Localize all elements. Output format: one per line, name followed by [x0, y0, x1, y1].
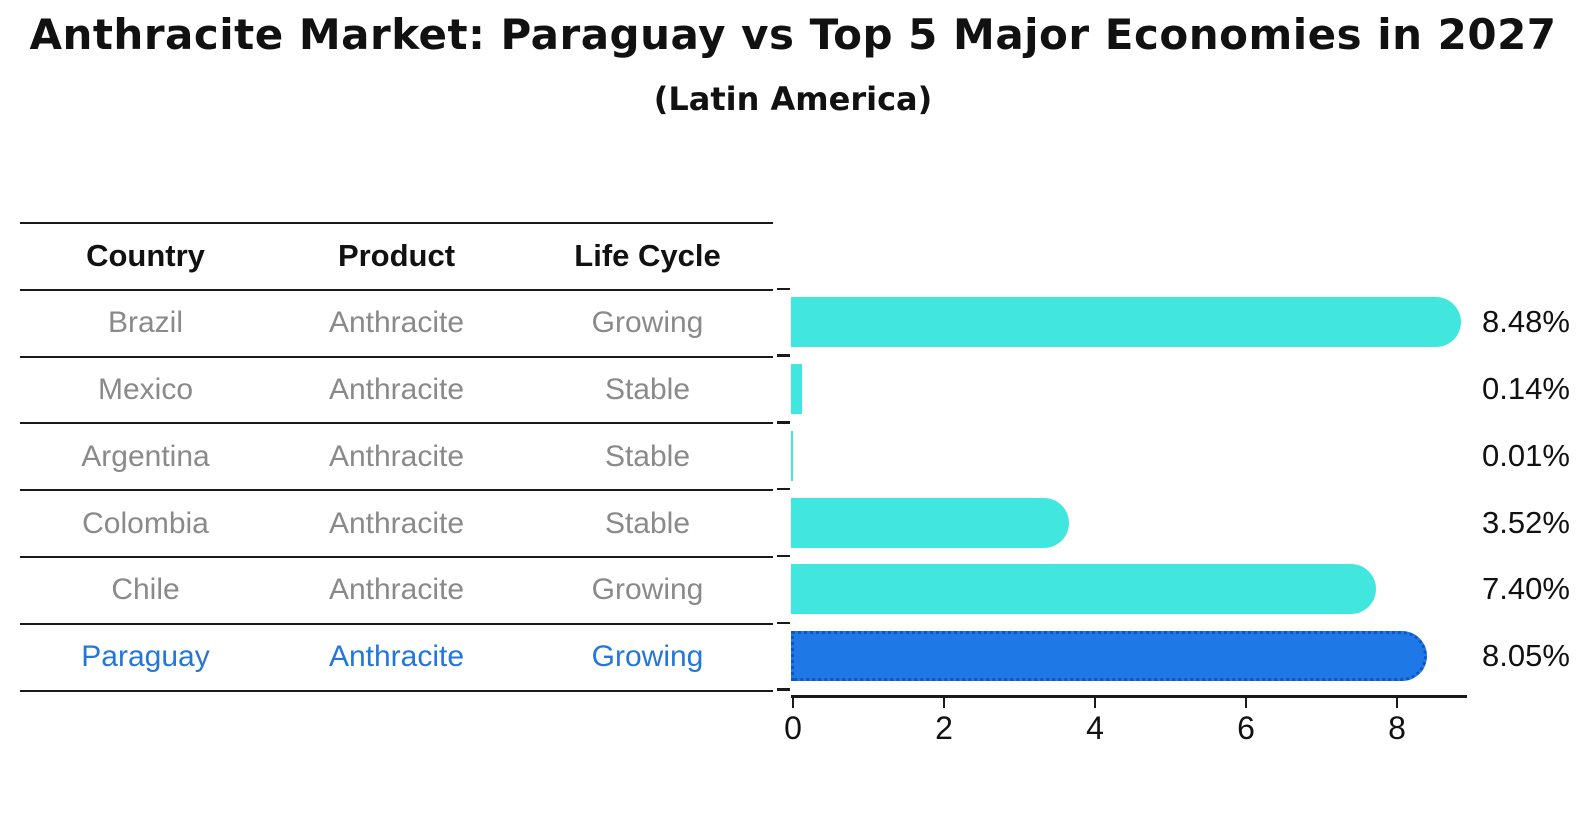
table-row-mexico: Mexico Anthracite Stable [20, 355, 773, 423]
info-table: Country Product Life Cycle Brazil Anthrac… [20, 222, 773, 692]
bar-chile [791, 564, 1376, 615]
table-cell-country: Colombia [82, 506, 209, 540]
bar-value-label-argentina: 0.01% [1482, 437, 1570, 473]
chart-title: Anthracite Market: Paraguay vs Top 5 Maj… [29, 10, 1557, 59]
bar-paraguay [791, 631, 1427, 682]
x-axis-tick-label: 2 [935, 710, 953, 746]
x-axis-tick-label: 6 [1237, 710, 1255, 746]
y-axis-tick [777, 554, 790, 558]
table-cell-country: Mexico [97, 372, 194, 406]
x-axis-tick-label: 4 [1086, 710, 1104, 746]
table-cell-life-cycle: Stable [604, 506, 691, 540]
y-axis-tick [777, 421, 790, 424]
x-axis-tick-label: 0 [784, 710, 802, 746]
x-axis-tick-label: 8 [1388, 710, 1406, 746]
x-axis-tick [1244, 698, 1248, 708]
table-header-country: Country [86, 238, 205, 274]
table-cell-life-cycle: Growing [591, 573, 704, 607]
table-row-paraguay: Paraguay Anthracite Growing [20, 622, 773, 690]
table-header-row: Country Product Life Cycle [20, 222, 773, 289]
table-cell-product: Anthracite [328, 439, 465, 473]
bar-argentina [791, 430, 793, 481]
table-cell-product: Anthracite [328, 573, 465, 607]
x-axis-tick [1395, 698, 1399, 708]
table-cell-life-cycle: Stable [604, 372, 691, 406]
table-row-chile: Chile Anthracite Growing [20, 555, 773, 623]
table-cell-product: Anthracite [328, 506, 465, 540]
bar-value-label-brazil: 8.48% [1482, 304, 1570, 340]
bar-value-label-colombia: 3.52% [1482, 504, 1570, 540]
table-cell-country: Paraguay [81, 640, 210, 674]
table-header-life-cycle: Life Cycle [574, 238, 721, 274]
x-axis-tick [942, 698, 946, 708]
chart-subtitle: (Latin America) [653, 80, 933, 118]
x-axis-line [791, 695, 1467, 698]
table-cell-product: Anthracite [328, 306, 465, 340]
table-cell-product: Anthracite [328, 372, 465, 406]
table-cell-life-cycle: Growing [591, 640, 704, 674]
table-cell-life-cycle: Growing [591, 306, 704, 340]
bar-value-label-paraguay: 8.05% [1482, 638, 1570, 674]
table-row-colombia: Colombia Anthracite Stable [20, 489, 773, 556]
table-header-product: Product [337, 238, 456, 274]
table-row-brazil: Brazil Anthracite Growing [20, 288, 773, 356]
table-cell-country: Argentina [81, 439, 210, 473]
bar-value-label-mexico: 0.14% [1482, 371, 1570, 406]
x-axis-tick [791, 698, 795, 708]
y-axis-tick [777, 287, 790, 291]
x-axis-tick [1093, 698, 1097, 708]
bar-brazil [791, 297, 1461, 348]
table-cell-country: Chile [111, 573, 180, 607]
y-axis-tick [777, 354, 790, 357]
bar-mexico [791, 364, 803, 414]
table-cell-product: Anthracite [328, 640, 465, 674]
bar-colombia [791, 497, 1070, 548]
y-axis-tick [777, 621, 790, 625]
table-cell-country: Brazil [107, 306, 183, 340]
y-axis-tick [777, 487, 790, 491]
bar-value-label-chile: 7.40% [1482, 571, 1570, 607]
table-cell-life-cycle: Stable [604, 439, 691, 473]
table-body: Brazil Anthracite Growing Mexico Anthracite S… [20, 288, 773, 690]
y-axis-tick [777, 688, 790, 691]
table-row-argentina: Argentina Anthracite Stable [20, 422, 773, 489]
